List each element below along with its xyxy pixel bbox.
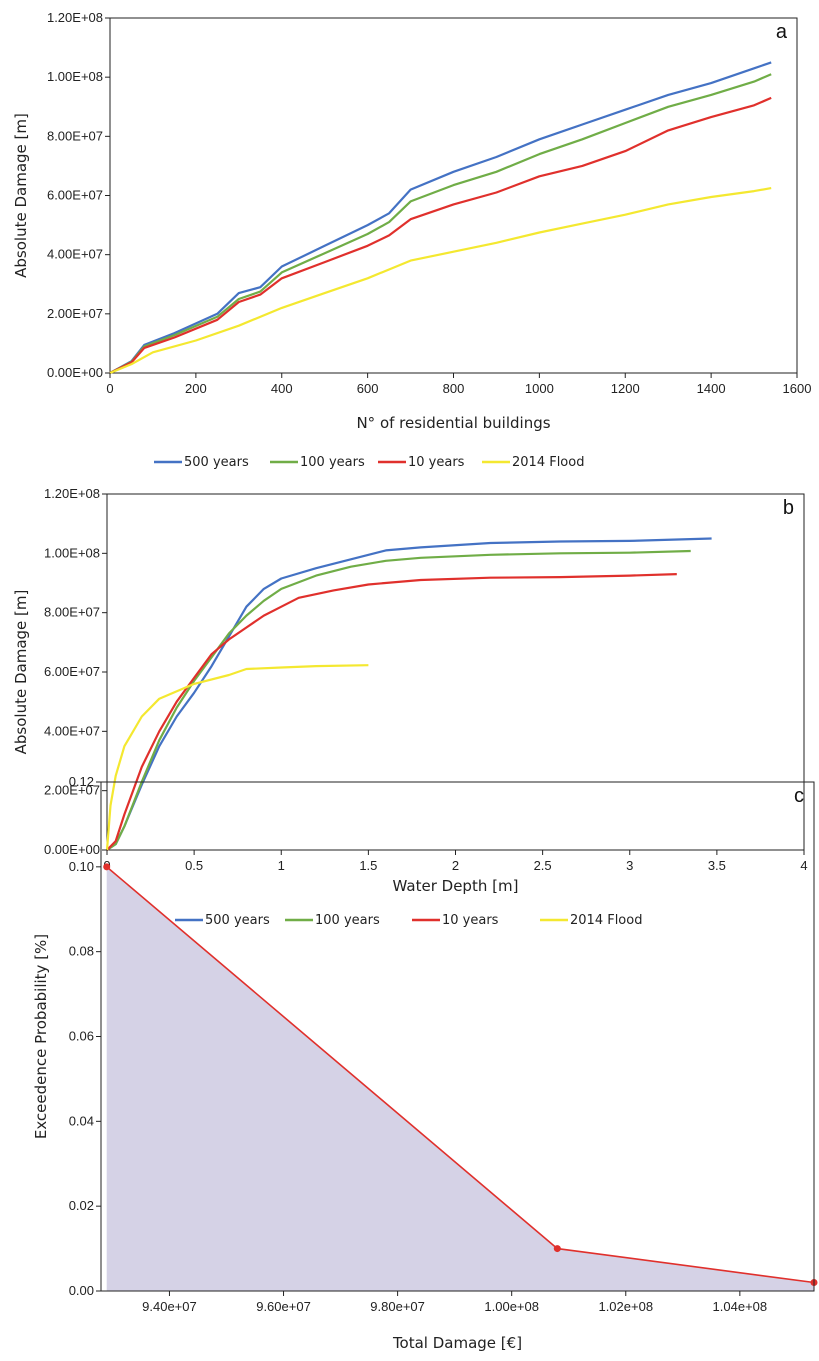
legend-label: 500 years bbox=[205, 913, 270, 928]
y-tick-label: 0.10 bbox=[69, 859, 94, 874]
y-tick-label: 1.00E+08 bbox=[47, 69, 103, 84]
x-tick-label: 3.5 bbox=[708, 858, 726, 873]
x-tick-label: 1.02e+08 bbox=[598, 1299, 653, 1314]
data-point bbox=[553, 1245, 561, 1253]
y-tick-label: 4.00E+07 bbox=[47, 247, 103, 262]
panel-letter: a bbox=[776, 21, 788, 43]
x-tick-label: 0.5 bbox=[185, 858, 203, 873]
y-tick-label: 2.00E+07 bbox=[47, 306, 103, 321]
x-tick-label: 2 bbox=[452, 858, 459, 873]
series-line-10-years bbox=[109, 96, 772, 374]
y-tick-label: 6.00E+07 bbox=[47, 188, 103, 203]
y-tick-label: 8.00E+07 bbox=[44, 605, 100, 620]
x-tick-label: 0 bbox=[106, 381, 113, 396]
legend: 500 years 100 years 10 years 2014 Flood bbox=[154, 455, 584, 470]
y-tick-label: 0.04 bbox=[69, 1113, 94, 1128]
x-tick-label: 1400 bbox=[697, 381, 726, 396]
x-tick-label: 200 bbox=[185, 381, 207, 396]
x-axis-label: Total Damage [€] bbox=[392, 1334, 522, 1352]
x-tick-label: 1.5 bbox=[359, 858, 377, 873]
series-line-100-years bbox=[109, 73, 772, 374]
x-tick-label: 1600 bbox=[783, 381, 812, 396]
legend-label: 10 years bbox=[408, 455, 465, 470]
area-fill bbox=[106, 866, 815, 1291]
panel-letter: b bbox=[783, 497, 794, 519]
legend-label: 2014 Flood bbox=[512, 455, 584, 470]
y-tick-label: 6.00E+07 bbox=[44, 664, 100, 679]
series-line-100-years bbox=[106, 549, 691, 851]
y-axis-label: Absolute Damage [m] bbox=[12, 113, 30, 278]
x-tick-label: 1000 bbox=[525, 381, 554, 396]
y-tick-label: 0.02 bbox=[69, 1198, 94, 1213]
x-axis-label: N° of residential buildings bbox=[356, 414, 550, 432]
chart-panel-c: 500 years 100 years 10 years 2014 Flood 9.40… bbox=[32, 774, 818, 1352]
legend-label: 10 years bbox=[442, 913, 499, 928]
y-tick-label: 0.08 bbox=[69, 944, 94, 959]
y-tick-label: 1.00E+08 bbox=[44, 545, 100, 560]
x-tick-label: 1.00e+08 bbox=[484, 1299, 539, 1314]
legend: 500 years 100 years 10 years 2014 Flood bbox=[175, 913, 642, 928]
x-tick-label: 9.40e+07 bbox=[142, 1299, 197, 1314]
y-tick-label: 0.06 bbox=[69, 1029, 94, 1044]
x-tick-label: 9.80e+07 bbox=[370, 1299, 425, 1314]
y-tick-label: 0.00 bbox=[69, 1283, 94, 1298]
x-tick-label: 600 bbox=[357, 381, 379, 396]
y-tick-label: 2.00E+07 bbox=[44, 783, 100, 798]
y-tick-label: 8.00E+07 bbox=[47, 128, 103, 143]
series-line-2014-flood bbox=[105, 664, 369, 851]
x-tick-label: 1 bbox=[278, 858, 285, 873]
panel-letter: c bbox=[794, 785, 804, 807]
x-tick-label: 1.04e+08 bbox=[713, 1299, 768, 1314]
legend-label: 2014 Flood bbox=[570, 913, 642, 928]
y-tick-label: 0.00E+00 bbox=[44, 842, 100, 857]
y-axis-label: Absolute Damage [m] bbox=[12, 590, 30, 755]
chart-panel-a: 0 200 400 600 800 1000 1200 1400 1600 0.00E+00 2.0… bbox=[12, 10, 811, 432]
legend-label: 500 years bbox=[184, 455, 249, 470]
x-tick-label: 400 bbox=[271, 381, 293, 396]
x-tick-label: 2.5 bbox=[534, 858, 552, 873]
x-tick-label: 9.60e+07 bbox=[256, 1299, 311, 1314]
series-line-10-years bbox=[106, 573, 677, 851]
x-tick-label: 800 bbox=[443, 381, 465, 396]
series-line-2014-flood bbox=[109, 187, 772, 375]
series-line-500-years bbox=[109, 61, 772, 374]
y-tick-label: 0.00E+00 bbox=[47, 365, 103, 380]
x-tick-label: 1200 bbox=[611, 381, 640, 396]
series-line-500-years bbox=[106, 537, 712, 851]
data-point bbox=[103, 863, 111, 871]
y-tick-label: 0.12 bbox=[69, 774, 94, 789]
x-tick-label: 3 bbox=[626, 858, 633, 873]
legend-label: 100 years bbox=[300, 455, 365, 470]
y-axis-label: Exceedence Probability [%] bbox=[32, 934, 50, 1139]
x-tick-label: 4 bbox=[800, 858, 807, 873]
y-tick-label: 1.20E+08 bbox=[47, 10, 103, 25]
plot-frame bbox=[106, 493, 805, 851]
y-tick-label: 1.20E+08 bbox=[44, 486, 100, 501]
legend-label: 100 years bbox=[315, 913, 380, 928]
y-tick-label: 4.00E+07 bbox=[44, 723, 100, 738]
x-axis-label: Water Depth [m] bbox=[393, 877, 519, 895]
